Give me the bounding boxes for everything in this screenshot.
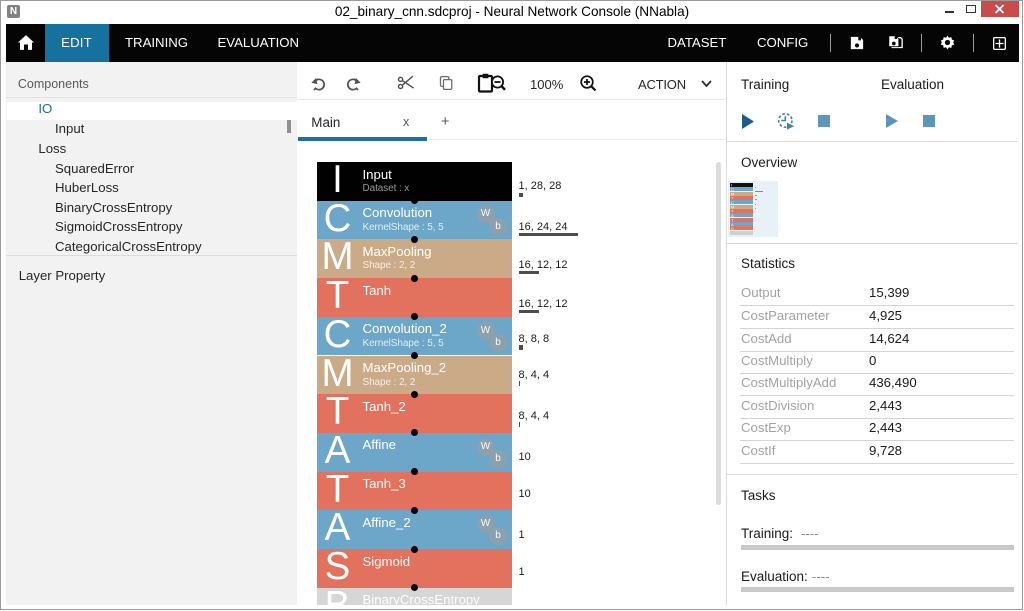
svg-text:S: S (731, 226, 734, 231)
svg-text:T: T (731, 195, 734, 200)
svg-text:C: C (731, 187, 734, 192)
svg-text:M: M (731, 204, 734, 209)
svg-text:A: A (731, 222, 734, 227)
svg-text:A: A (731, 213, 734, 218)
svg-text:T: T (731, 217, 734, 222)
svg-text:T: T (731, 208, 734, 213)
svg-text:C: C (731, 200, 734, 205)
svg-text:I: I (731, 183, 732, 188)
svg-text:M: M (731, 191, 734, 196)
